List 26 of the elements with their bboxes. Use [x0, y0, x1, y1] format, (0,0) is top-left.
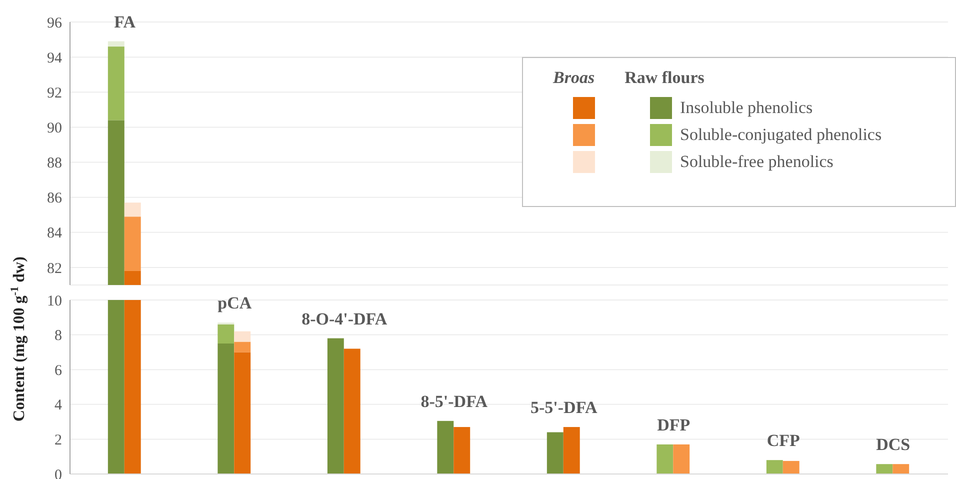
x-tick-label: 8-5'-DFA [420, 392, 488, 411]
legend-label: Soluble-conjugated phenolics [680, 124, 882, 144]
y-tick-label: 96 [47, 15, 62, 32]
y-tick-label: 84 [47, 226, 62, 242]
legend-title: Raw flours [624, 68, 704, 87]
y-tick-label: 90 [47, 120, 62, 137]
y-tick-label: 6 [54, 362, 62, 379]
y-tick-label: 2 [54, 432, 62, 449]
x-tick-label: FA [114, 12, 136, 32]
x-tick-label: 8-O-4'-DFA [302, 309, 388, 328]
legend-label: Soluble-free phenolics [680, 152, 834, 172]
y-tick-label: 4 [54, 398, 62, 414]
y-tick-label: 82 [47, 260, 62, 277]
x-tick-label: pCA [218, 294, 252, 313]
x-tick-label: 5-5'-DFA [530, 398, 598, 418]
x-tick-label: DFP [657, 415, 690, 434]
y-tick-label: 92 [47, 85, 62, 102]
y-tick-label: 94 [47, 50, 62, 66]
x-tick-label: DCS [876, 435, 910, 454]
y-tick-label: 86 [47, 190, 62, 207]
legend-label: Insoluble phenolics [680, 98, 813, 118]
y-tick-label: 8 [54, 328, 62, 344]
x-tick-label: CFP [766, 431, 800, 450]
annotation: Broas [553, 68, 595, 87]
y-tick-label: 10 [47, 293, 62, 310]
y-tick-label: 88 [47, 156, 62, 172]
